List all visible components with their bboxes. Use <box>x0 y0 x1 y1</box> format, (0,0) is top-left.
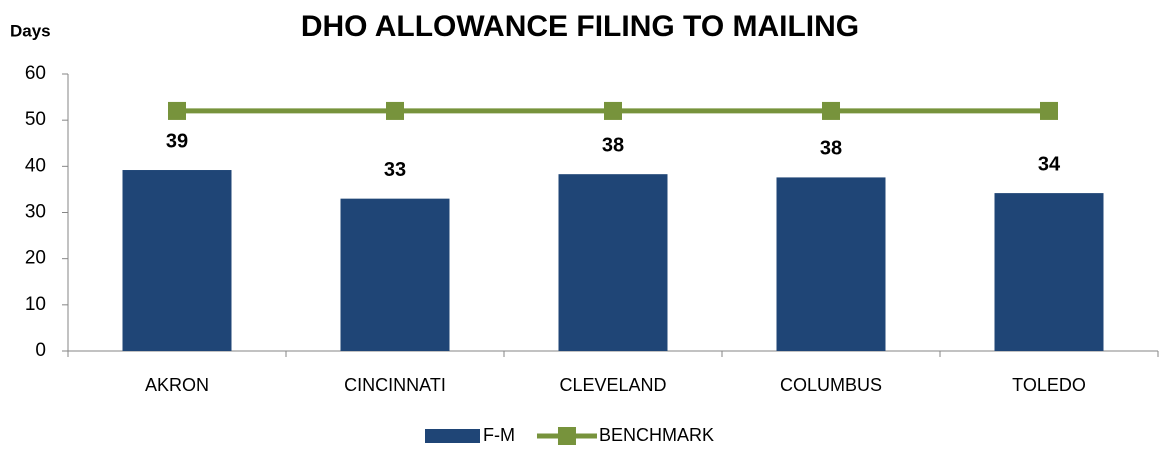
line-marker <box>604 101 622 120</box>
y-tick-label: 40 <box>25 155 46 176</box>
legend-swatch <box>425 429 480 443</box>
line-marker <box>168 101 186 120</box>
x-tick-label: COLUMBUS <box>780 375 882 395</box>
legend-label: F-M <box>483 425 515 445</box>
y-tick-label: 20 <box>25 248 46 269</box>
y-tick-label: 50 <box>25 109 46 130</box>
bar <box>558 174 668 351</box>
data-label: 34 <box>1038 153 1061 175</box>
data-label: 38 <box>602 134 624 156</box>
data-label: 33 <box>384 159 406 181</box>
data-label: 38 <box>820 138 842 160</box>
chart-title: DHO ALLOWANCE FILING TO MAILING <box>301 10 859 43</box>
data-label: 39 <box>166 130 188 152</box>
bar <box>122 170 232 351</box>
line-marker <box>1040 101 1058 120</box>
line-marker <box>822 101 840 120</box>
y-tick-label: 0 <box>35 340 46 361</box>
bar <box>340 198 450 351</box>
x-tick-label: TOLEDO <box>1012 375 1086 395</box>
bar <box>776 177 886 351</box>
bar <box>994 193 1104 351</box>
line-marker <box>386 101 404 120</box>
y-tick-label: 10 <box>25 294 46 315</box>
x-tick-label: CINCINNATI <box>344 375 446 395</box>
legend-label: BENCHMARK <box>599 425 714 445</box>
y-tick-label: 30 <box>25 202 46 223</box>
x-tick-label: AKRON <box>145 375 209 395</box>
y-axis-title: Days <box>10 21 51 40</box>
legend-swatch <box>557 427 576 445</box>
y-tick-label: 60 <box>25 63 46 84</box>
x-tick-label: CLEVELAND <box>559 375 666 395</box>
